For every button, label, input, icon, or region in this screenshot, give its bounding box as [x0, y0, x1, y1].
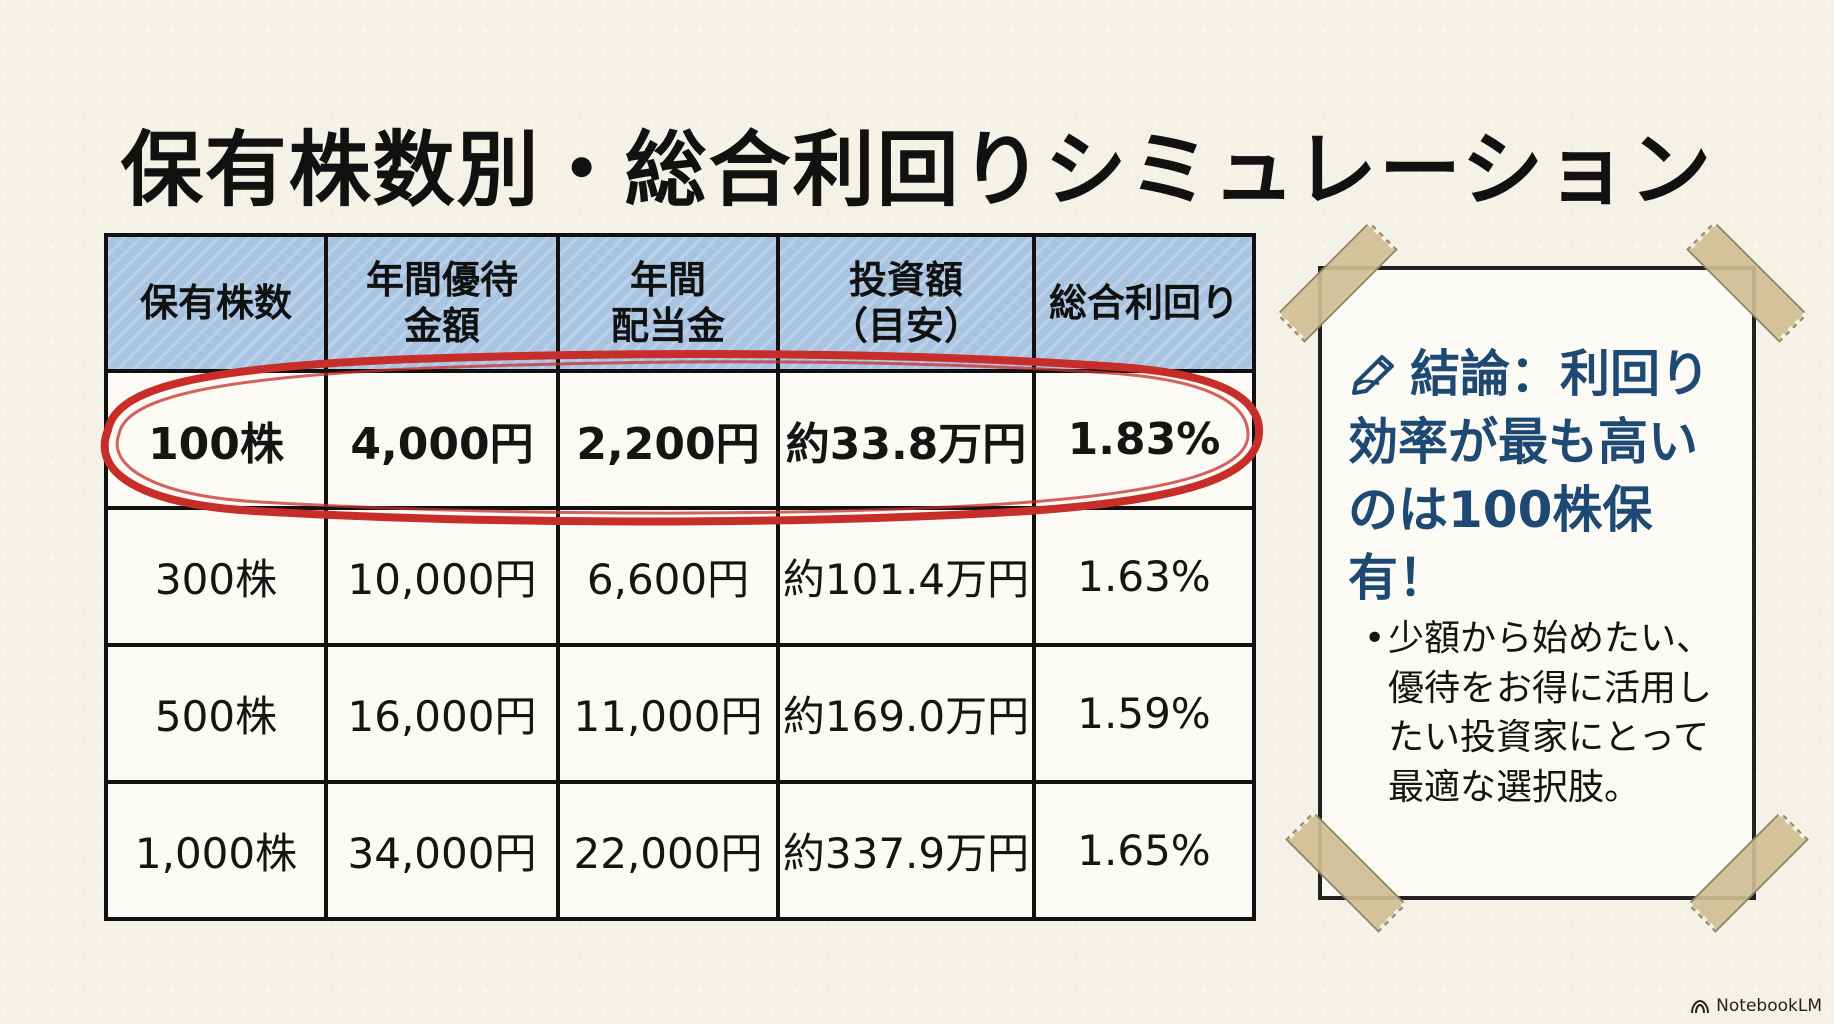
cell-dividend: 22,000円: [556, 780, 780, 921]
bullet-line-3: たい投資家にとって: [1388, 717, 1710, 759]
cell-investment: 約337.9万円: [776, 780, 1036, 921]
cell-shares: 100株: [104, 369, 328, 510]
cell-yield: 1.83%: [1032, 369, 1256, 510]
table-row-500: 500株 16,000円 11,000円 約169.0万円 1.59%: [104, 643, 1256, 784]
conclusion-heading: 結論：利回り 効率が最も高い のは100株保有！: [1348, 340, 1740, 612]
header-shares-line1: 保有株数: [139, 280, 292, 325]
header-shares: 保有株数: [104, 233, 328, 373]
conclusion-bullet-item: 少額から始めたい、 優待をお得に活用し たい投資家にとって 最適な選択肢。: [1364, 614, 1734, 813]
cell-investment: 約101.4万円: [776, 506, 1036, 647]
bullet-line-4: 最適な選択肢。: [1388, 767, 1641, 809]
cell-shares: 300株: [104, 506, 328, 647]
header-benefit-line2: 金額: [403, 304, 480, 348]
page-title: 保有株数別・総合利回りシミュレーション: [120, 122, 1714, 218]
cell-benefit: 16,000円: [324, 643, 560, 784]
cell-shares: 500株: [104, 643, 328, 784]
cell-benefit: 10,000円: [324, 506, 560, 647]
conclusion-heading-text-1: 結論：利回り: [1410, 345, 1710, 403]
header-dividend-line2: 配当金: [610, 304, 725, 348]
conclusion-bullet-list: 少額から始めたい、 優待をお得に活用し たい投資家にとって 最適な選択肢。: [1364, 614, 1734, 813]
header-total-yield: 総合利回り: [1032, 233, 1256, 373]
cell-benefit: 4,000円: [324, 369, 560, 510]
table-row-1000: 1,000株 34,000円 22,000円 約337.9万円 1.65%: [104, 780, 1256, 921]
brand-label: NotebookLM: [1716, 996, 1822, 1016]
cell-investment: 約33.8万円: [776, 369, 1036, 510]
cell-dividend: 2,200円: [556, 369, 780, 510]
conclusion-card: 結論：利回り 効率が最も高い のは100株保有！ 少額から始めたい、 優待をお得…: [1318, 266, 1756, 900]
header-benefit-line1: 年間優待: [365, 257, 518, 302]
cell-yield: 1.65%: [1032, 780, 1256, 921]
brand-watermark: NotebookLM: [1690, 996, 1822, 1016]
header-investment-line1: 投資額: [848, 257, 963, 302]
header-investment-line2: （目安）: [829, 304, 982, 348]
table-row-100: 100株 4,000円 2,200円 約33.8万円 1.83%: [104, 369, 1256, 510]
simulation-table: 保有株数 年間優待 金額 年間 配当金 投資額 （目安） 総合利回り: [104, 233, 1256, 921]
simulation-table-container: 保有株数 年間優待 金額 年間 配当金 投資額 （目安） 総合利回り: [104, 233, 1256, 921]
cell-dividend: 6,600円: [556, 506, 780, 647]
cell-investment: 約169.0万円: [776, 643, 1036, 784]
cell-benefit: 34,000円: [324, 780, 560, 921]
cell-yield: 1.59%: [1032, 643, 1256, 784]
notebooklm-icon: [1691, 999, 1710, 1014]
table-header-row: 保有株数 年間優待 金額 年間 配当金 投資額 （目安） 総合利回り: [104, 233, 1256, 373]
header-benefit: 年間優待 金額: [324, 233, 560, 373]
cell-shares: 1,000株: [104, 780, 328, 921]
cell-yield: 1.63%: [1032, 506, 1256, 647]
header-total-yield-line1: 総合利回り: [1048, 280, 1239, 325]
bullet-line-2: 優待をお得に活用し: [1388, 667, 1713, 709]
header-dividend: 年間 配当金: [556, 233, 780, 373]
conclusion-heading-line-3: のは100株保有！: [1348, 481, 1653, 607]
bullet-line-1: 少額から始めたい、: [1388, 618, 1713, 659]
conclusion-heading-line-1: 結論：利回り: [1348, 340, 1740, 408]
header-dividend-line1: 年間: [629, 257, 706, 302]
pen-writing-icon: [1352, 355, 1394, 395]
conclusion-heading-line-2: 効率が最も高い: [1348, 413, 1698, 471]
table-row-300: 300株 10,000円 6,600円 約101.4万円 1.63%: [104, 506, 1256, 647]
cell-dividend: 11,000円: [556, 643, 780, 784]
header-investment: 投資額 （目安）: [776, 233, 1036, 373]
